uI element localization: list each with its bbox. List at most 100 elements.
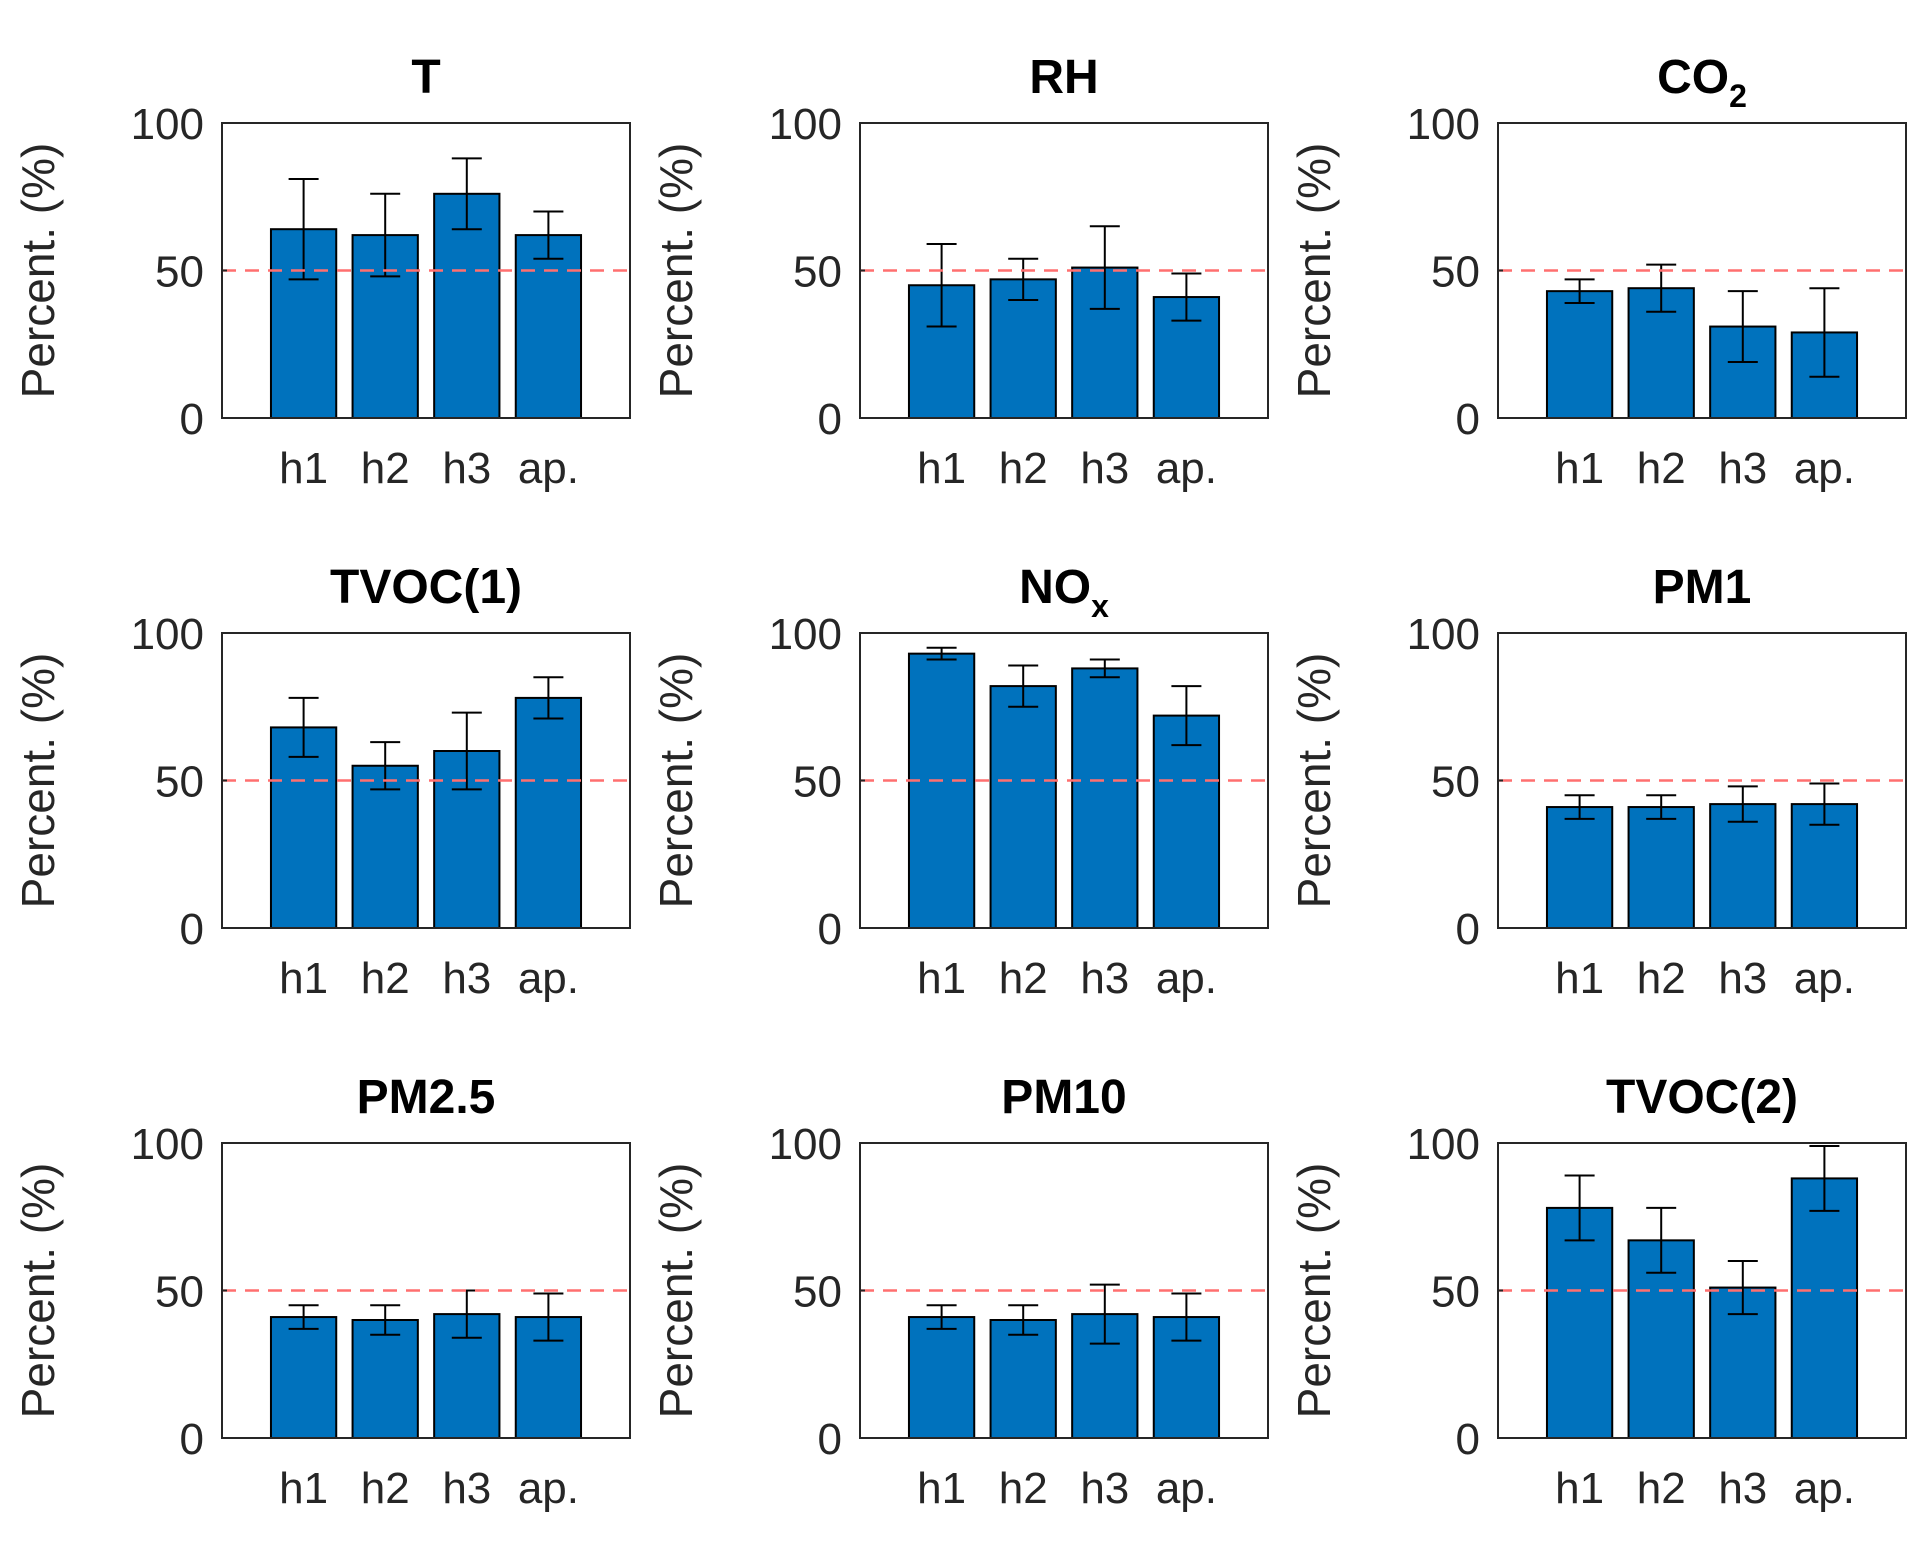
y-tick-label: 50 [155, 1268, 204, 1317]
x-tick-label: h1 [1555, 954, 1604, 1003]
chart-title: TVOC(2) [1606, 1071, 1798, 1124]
bar [351, 1319, 419, 1439]
x-tick-label: h2 [1637, 1464, 1686, 1513]
chart-panel: h1 h2 h3 ap. 0 50 100 Percent. (%) PM10 [650, 1071, 1269, 1513]
y-tick-label: 100 [769, 610, 842, 659]
y-tick-label: 100 [131, 100, 204, 149]
x-tick-label: h3 [442, 444, 491, 493]
y-tick-label: 50 [155, 248, 204, 297]
x-tick-label: h1 [917, 444, 966, 493]
x-tick-label: h1 [279, 954, 328, 1003]
bar [1545, 290, 1614, 419]
x-tick-label: h2 [1637, 444, 1686, 493]
x-tick-label: h1 [1555, 1464, 1604, 1513]
x-tick-label: h2 [361, 954, 410, 1003]
x-tick-label: h3 [442, 954, 491, 1003]
bar [269, 1316, 338, 1440]
x-tick-label: ap. [1794, 1464, 1855, 1513]
chart-title: PM10 [1001, 1071, 1126, 1124]
y-tick-label: 0 [180, 1415, 204, 1464]
bar [989, 685, 1057, 929]
x-tick-label: h2 [999, 444, 1048, 493]
y-axis-label: Percent. (%) [650, 1163, 702, 1419]
chart-title: CO2 [1657, 51, 1747, 114]
bar [989, 278, 1057, 419]
x-tick-label: h1 [917, 954, 966, 1003]
chart-panel: h1 h2 h3 ap. 0 50 100 Percent. (%) TVOC(1) [12, 561, 631, 1003]
chart-title: PM2.5 [357, 1071, 496, 1124]
y-axis-label: Percent. (%) [1288, 653, 1340, 909]
x-tick-label: h1 [917, 1464, 966, 1513]
bar [1545, 1206, 1614, 1440]
chart-title: PM1 [1653, 561, 1752, 614]
y-tick-label: 50 [793, 758, 842, 807]
chart-panel: h1 h2 h3 ap. 0 50 100 Percent. (%) PM2.5 [12, 1071, 631, 1513]
chart-panel: h1 h2 h3 ap. 0 50 100 Percent. (%) TVOC(2) [1288, 1071, 1907, 1513]
y-tick-label: 0 [1456, 1415, 1480, 1464]
y-tick-label: 100 [1407, 100, 1480, 149]
bar [1790, 1177, 1859, 1440]
x-tick-label: h3 [1718, 1464, 1767, 1513]
y-tick-label: 100 [769, 100, 842, 149]
x-tick-label: h2 [1637, 954, 1686, 1003]
chart-panel: h1 h2 h3 ap. 0 50 100 Percent. (%) RH [650, 51, 1269, 493]
bar [514, 234, 583, 419]
y-tick-label: 0 [818, 395, 842, 444]
x-tick-label: ap. [518, 444, 579, 493]
y-axis-label: Percent. (%) [12, 653, 64, 909]
chart-title: NOx [1019, 561, 1109, 624]
y-tick-label: 100 [769, 1120, 842, 1169]
bar [989, 1319, 1057, 1439]
y-axis-label: Percent. (%) [650, 143, 702, 399]
y-tick-label: 0 [180, 905, 204, 954]
bar [1071, 667, 1139, 930]
y-axis-label: Percent. (%) [1288, 143, 1340, 399]
x-tick-label: ap. [1156, 1464, 1217, 1513]
x-tick-label: ap. [518, 1464, 579, 1513]
x-tick-label: h1 [1555, 444, 1604, 493]
x-tick-label: ap. [1794, 954, 1855, 1003]
y-tick-label: 50 [1431, 1268, 1480, 1317]
bar [351, 764, 419, 929]
chart-title: TVOC(1) [330, 561, 522, 614]
x-tick-label: h2 [361, 1464, 410, 1513]
chart-panel: h1 h2 h3 ap. 0 50 100 Percent. (%) CO2 [1288, 51, 1907, 493]
x-tick-label: h1 [279, 1464, 328, 1513]
y-tick-label: 0 [180, 395, 204, 444]
bar [514, 696, 583, 930]
x-tick-label: ap. [1794, 444, 1855, 493]
y-tick-label: 0 [818, 905, 842, 954]
x-tick-label: h2 [999, 1464, 1048, 1513]
chart-panel: h1 h2 h3 ap. 0 50 100 Percent. (%) NOx [650, 561, 1269, 1003]
y-tick-label: 100 [1407, 610, 1480, 659]
bar [907, 1316, 976, 1440]
y-tick-label: 100 [131, 610, 204, 659]
y-tick-label: 0 [1456, 395, 1480, 444]
y-axis-label: Percent. (%) [1288, 1163, 1340, 1419]
y-tick-label: 100 [131, 1120, 204, 1169]
chart-panel: h1 h2 h3 ap. 0 50 100 Percent. (%) T [12, 51, 631, 493]
x-tick-label: h3 [1080, 1464, 1129, 1513]
y-tick-label: 50 [155, 758, 204, 807]
y-axis-label: Percent. (%) [12, 1163, 64, 1419]
y-axis-label: Percent. (%) [12, 143, 64, 399]
x-tick-label: h3 [1718, 444, 1767, 493]
x-tick-label: ap. [518, 954, 579, 1003]
y-tick-label: 0 [1456, 905, 1480, 954]
x-tick-label: ap. [1156, 954, 1217, 1003]
y-tick-label: 0 [818, 1415, 842, 1464]
y-tick-label: 50 [1431, 248, 1480, 297]
x-tick-label: h3 [1718, 954, 1767, 1003]
y-tick-label: 50 [793, 248, 842, 297]
y-axis-label: Percent. (%) [650, 653, 702, 909]
x-tick-label: h2 [999, 954, 1048, 1003]
x-tick-label: h2 [361, 444, 410, 493]
bar [1545, 806, 1614, 929]
bar [1152, 714, 1221, 929]
bar [907, 652, 976, 930]
chart-panel: h1 h2 h3 ap. 0 50 100 Percent. (%) PM1 [1288, 561, 1907, 1003]
x-tick-label: h3 [1080, 954, 1129, 1003]
chart-title: T [411, 51, 440, 104]
y-tick-label: 50 [793, 1268, 842, 1317]
